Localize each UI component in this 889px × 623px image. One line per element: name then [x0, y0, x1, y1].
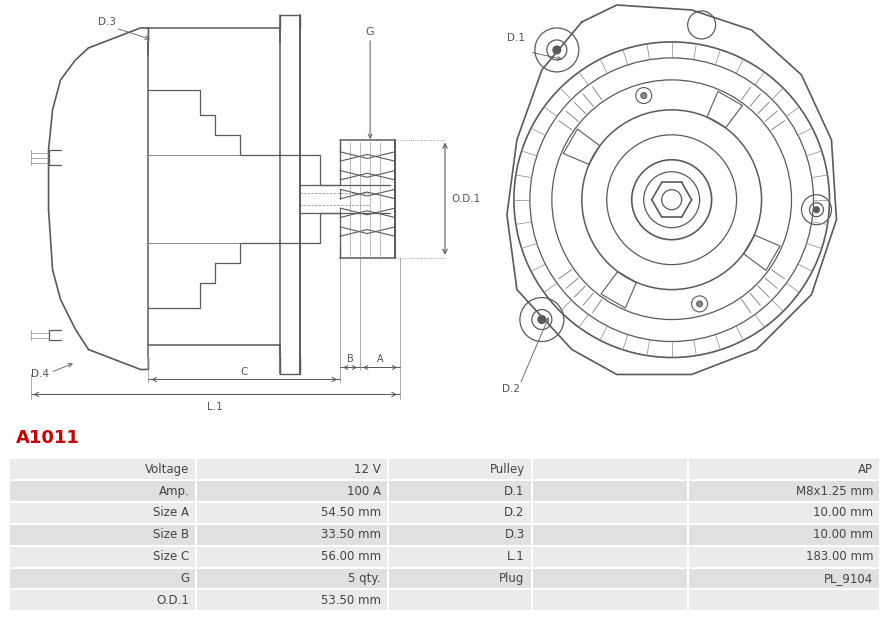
Bar	[688, 568, 880, 589]
Bar	[388, 568, 532, 589]
Text: AP: AP	[858, 463, 873, 476]
Text: Amp.: Amp.	[158, 485, 189, 498]
Text: A1011: A1011	[16, 429, 80, 447]
Text: O.D.1: O.D.1	[156, 594, 189, 607]
Bar	[9, 589, 196, 611]
Bar	[388, 546, 532, 568]
Text: 33.50 mm: 33.50 mm	[321, 528, 380, 541]
Text: O.D.1: O.D.1	[451, 194, 480, 204]
Bar	[688, 546, 880, 568]
Text: 10.00 mm: 10.00 mm	[813, 506, 873, 520]
Bar	[388, 480, 532, 502]
Circle shape	[697, 301, 702, 307]
Bar	[688, 589, 880, 611]
Text: Size A: Size A	[153, 506, 189, 520]
Text: Plug: Plug	[500, 572, 525, 585]
Text: 5 qty.: 5 qty.	[348, 572, 380, 585]
Circle shape	[641, 93, 647, 98]
Text: L.1: L.1	[207, 402, 223, 412]
Text: 53.50 mm: 53.50 mm	[321, 594, 380, 607]
Bar	[9, 546, 196, 568]
Bar	[532, 524, 688, 546]
Bar	[532, 480, 688, 502]
Text: Pulley: Pulley	[490, 463, 525, 476]
Text: 54.50 mm: 54.50 mm	[321, 506, 380, 520]
Bar	[532, 502, 688, 524]
Circle shape	[538, 316, 546, 323]
Text: Voltage: Voltage	[145, 463, 189, 476]
Bar	[532, 589, 688, 611]
Bar	[532, 568, 688, 589]
Bar	[688, 524, 880, 546]
Text: D.1: D.1	[504, 485, 525, 498]
Text: D.2: D.2	[504, 506, 525, 520]
Bar	[688, 459, 880, 480]
Bar	[532, 459, 688, 480]
Text: G: G	[180, 572, 189, 585]
Text: D.3: D.3	[99, 17, 116, 27]
Bar	[388, 524, 532, 546]
Bar	[532, 546, 688, 568]
Text: 10.00 mm: 10.00 mm	[813, 528, 873, 541]
Text: B: B	[347, 354, 354, 364]
Bar	[196, 546, 388, 568]
Text: D.1: D.1	[507, 33, 525, 43]
Bar	[196, 502, 388, 524]
Circle shape	[553, 46, 561, 54]
Bar	[9, 568, 196, 589]
Text: Size B: Size B	[153, 528, 189, 541]
Text: 183.00 mm: 183.00 mm	[805, 550, 873, 563]
Text: D.4: D.4	[30, 369, 49, 379]
Circle shape	[813, 207, 820, 212]
Text: G: G	[365, 27, 374, 37]
Bar	[9, 459, 196, 480]
Bar	[196, 589, 388, 611]
Text: D.2: D.2	[502, 384, 520, 394]
Bar	[9, 480, 196, 502]
Bar	[196, 480, 388, 502]
Bar	[9, 524, 196, 546]
Text: 56.00 mm: 56.00 mm	[321, 550, 380, 563]
Bar	[196, 524, 388, 546]
Bar	[688, 502, 880, 524]
Bar	[688, 480, 880, 502]
Text: PL_9104: PL_9104	[824, 572, 873, 585]
Bar	[388, 502, 532, 524]
Bar	[196, 568, 388, 589]
Text: 12 V: 12 V	[354, 463, 380, 476]
Text: Size C: Size C	[153, 550, 189, 563]
Bar	[9, 502, 196, 524]
Bar	[388, 589, 532, 611]
Text: 100 A: 100 A	[347, 485, 380, 498]
Text: L.1: L.1	[507, 550, 525, 563]
Text: C: C	[241, 368, 248, 378]
Text: A: A	[377, 354, 383, 364]
Text: D.3: D.3	[504, 528, 525, 541]
Text: M8x1.25 mm: M8x1.25 mm	[796, 485, 873, 498]
Bar	[388, 459, 532, 480]
Bar	[196, 459, 388, 480]
